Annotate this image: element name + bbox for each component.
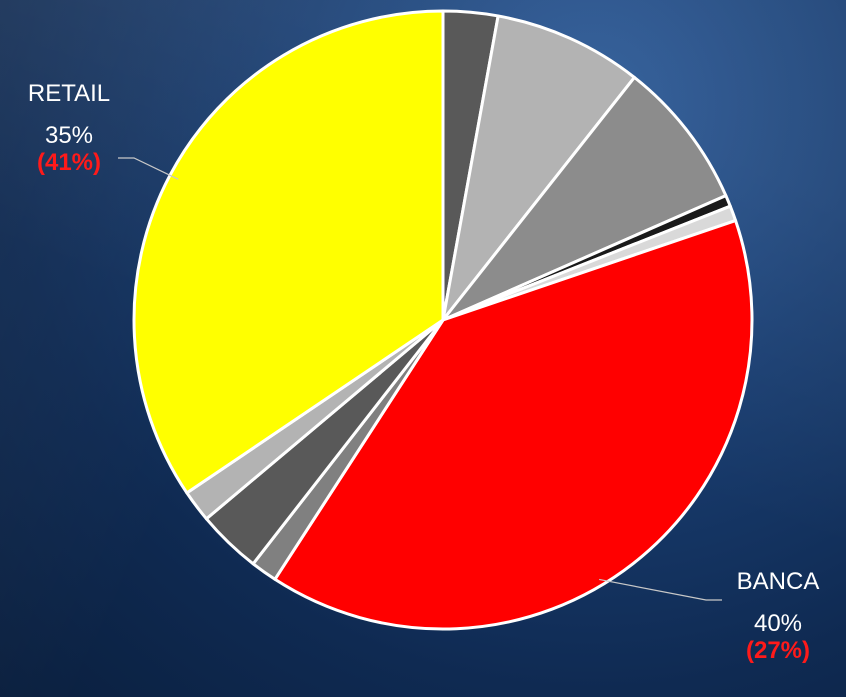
label-retail-percent: 35% [44, 121, 94, 149]
label-retail-previous: (41%) [36, 149, 102, 177]
label-banca: BANCA 40% (27%) [720, 568, 836, 665]
leader-line-retail [118, 157, 179, 180]
label-banca-category: BANCA [736, 568, 820, 595]
pie-slices [132, 9, 754, 631]
leader-line-banca [599, 578, 722, 601]
label-retail: RETAIL 35% (41%) [10, 80, 128, 177]
pie-slice-1 [441, 14, 636, 322]
label-retail-category: RETAIL [27, 80, 111, 107]
pie-slice-banca [273, 219, 754, 631]
label-banca-previous: (27%) [745, 637, 811, 665]
pie-slice-2 [441, 75, 728, 322]
label-banca-percent: 40% [753, 609, 803, 637]
